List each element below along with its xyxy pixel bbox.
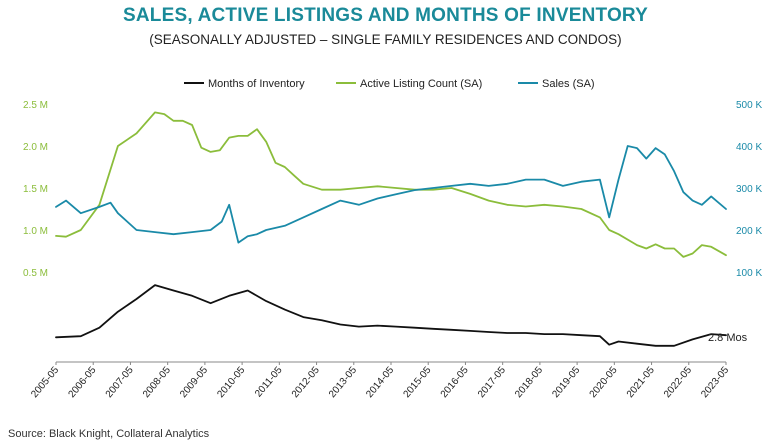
x-tick-label: 2018-05: [513, 365, 545, 401]
chart-page: SALES, ACTIVE LISTINGS AND MONTHS OF INV…: [0, 0, 771, 448]
series-layer: [56, 112, 726, 345]
source-note: Source: Black Knight, Collateral Analyti…: [8, 428, 209, 440]
y-left-tick-label: 1.0 M: [23, 226, 48, 237]
x-tick-label: 2012-05: [290, 365, 322, 401]
x-tick-label: 2022-05: [662, 365, 694, 401]
legend-label-sales: Sales (SA): [542, 78, 595, 90]
x-tick-label: 2014-05: [364, 365, 396, 401]
y-right-tick-label: 500 K: [736, 100, 762, 111]
y-left-tick-label: 2.0 M: [23, 142, 48, 153]
x-tick-label: 2013-05: [327, 365, 359, 401]
x-tick-label: 2007-05: [104, 365, 136, 401]
chart-svg: Months of Inventory Active Listing Count…: [0, 0, 771, 448]
y-left-tick-label: 2.5 M: [23, 100, 48, 111]
x-tick-label: 2010-05: [215, 365, 247, 401]
x-tick-label: 2017-05: [476, 365, 508, 401]
y-right-tick-label: 300 K: [736, 184, 762, 195]
x-tick-label: 2015-05: [402, 365, 434, 401]
x-tick-label: 2020-05: [588, 365, 620, 401]
x-tick-label: 2008-05: [141, 365, 173, 401]
sales-line: [56, 146, 726, 243]
legend-label-months: Months of Inventory: [208, 78, 305, 90]
y-right-tick-label: 200 K: [736, 226, 762, 237]
y-left-tick-label: 1.5 M: [23, 184, 48, 195]
x-tick-label: 2011-05: [253, 365, 285, 400]
y-left-tick-label: 0.5 M: [23, 268, 48, 279]
x-tick-label: 2009-05: [178, 365, 210, 401]
legend: Months of Inventory Active Listing Count…: [184, 78, 595, 90]
x-tick-label: 2023-05: [699, 365, 731, 401]
legend-label-listings: Active Listing Count (SA): [360, 78, 482, 90]
y-right-tick-label: 400 K: [736, 142, 762, 153]
x-tick-label: 2016-05: [439, 365, 471, 401]
months-annotation: 2.8 Mos: [708, 332, 748, 344]
x-tick-label: 2019-05: [550, 365, 582, 401]
months-of-inventory-line: [56, 285, 726, 346]
x-tick-label: 2021-05: [625, 365, 657, 401]
x-tick-label: 2005-05: [29, 365, 61, 401]
y-right-tick-label: 100 K: [736, 268, 762, 279]
axes: 0.5 M 1.0 M 1.5 M 2.0 M 2.5 M 100 K 200 K 300 K…: [23, 100, 762, 400]
x-tick-label: 2006-05: [67, 365, 99, 401]
active-listing-line: [56, 112, 726, 257]
